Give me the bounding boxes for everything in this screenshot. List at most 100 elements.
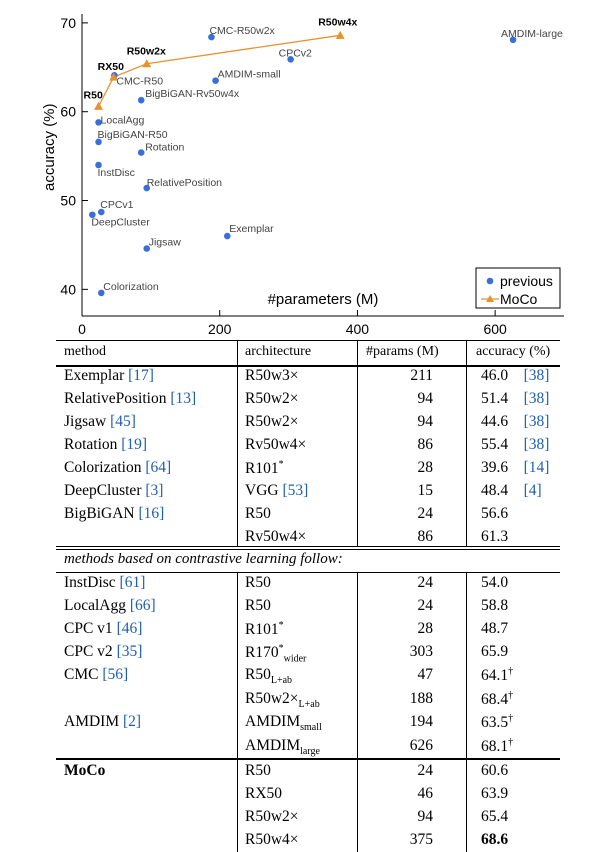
accuracy-citation[interactable]: [38] bbox=[508, 436, 550, 453]
accuracy-dagger: † bbox=[508, 737, 514, 748]
accuracy-value: 68.4 bbox=[481, 691, 509, 709]
architecture-citation[interactable]: [53] bbox=[278, 482, 309, 499]
previous-point-label: AMDIM-large bbox=[501, 28, 563, 40]
accuracy-value: 46.0 bbox=[481, 367, 509, 384]
y-tick-label: 40 bbox=[60, 281, 76, 297]
previous-point-label: CPCv2 bbox=[279, 47, 312, 59]
accuracy-value: 65.4 bbox=[481, 808, 509, 825]
previous-point-label: BigBiGAN-R50 bbox=[98, 129, 168, 141]
method-name: DeepCluster bbox=[64, 482, 142, 499]
architecture-superscript: * bbox=[278, 643, 284, 654]
accuracy-value: 56.6 bbox=[481, 505, 509, 522]
accuracy-citation[interactable]: [38] bbox=[508, 367, 550, 384]
method-citation[interactable]: [2] bbox=[119, 713, 142, 730]
previous-point-label: Jigsaw bbox=[149, 236, 182, 248]
row-params: 188 bbox=[409, 690, 433, 707]
method-citation[interactable]: [45] bbox=[106, 413, 136, 430]
table-header-2: #params (M) bbox=[366, 344, 439, 359]
row-accuracy: 51.4 [38] bbox=[481, 390, 549, 408]
accuracy-value: 51.4 bbox=[481, 390, 509, 407]
row-architecture: R50 bbox=[245, 762, 271, 780]
row-params: 375 bbox=[409, 831, 433, 848]
architecture-name: R50 bbox=[245, 505, 271, 522]
row-accuracy: 63.5† bbox=[481, 713, 513, 732]
legend-previous-label: previous bbox=[500, 273, 553, 289]
method-citation[interactable]: [35] bbox=[112, 643, 143, 660]
previous-point bbox=[95, 138, 102, 146]
architecture-name: RX50 bbox=[245, 785, 283, 802]
previous-point bbox=[287, 56, 294, 63]
row-method: InstDisc [61] bbox=[64, 574, 145, 592]
section-label: methods based on contrastive learning fo… bbox=[64, 551, 343, 567]
row-method: LocalAgg [66] bbox=[64, 597, 156, 615]
method-citation[interactable]: [66] bbox=[125, 597, 156, 614]
method-citation[interactable]: [16] bbox=[134, 505, 165, 522]
architecture-subscript: L+ab bbox=[270, 675, 293, 687]
row-accuracy: 54.0 bbox=[481, 574, 508, 592]
row-method: RelativePosition [13] bbox=[64, 390, 196, 408]
method-citation[interactable]: [3] bbox=[141, 482, 164, 499]
accuracy-value: 63.5 bbox=[481, 714, 509, 732]
accuracy-citation[interactable]: [4] bbox=[508, 482, 542, 499]
x-tick-label: 200 bbox=[208, 321, 232, 337]
architecture-subscript: L+ab bbox=[298, 699, 320, 711]
moco-point-label: R50w2x bbox=[127, 46, 166, 58]
row-accuracy: 48.4 [4] bbox=[481, 482, 542, 500]
legend-previous-marker bbox=[486, 277, 494, 285]
accuracy-value: 48.7 bbox=[481, 620, 509, 637]
method-citation[interactable]: [19] bbox=[117, 436, 148, 453]
previous-point bbox=[137, 96, 145, 104]
row-architecture: R50 bbox=[245, 597, 271, 615]
accuracy-citation[interactable]: [38] bbox=[508, 390, 550, 407]
row-params: 94 bbox=[417, 390, 434, 407]
method-citation[interactable]: [64] bbox=[141, 459, 172, 476]
architecture-name: R50 bbox=[245, 597, 271, 614]
moco-point-label: R50w4x bbox=[318, 16, 357, 28]
architecture-name: R50w4× bbox=[245, 831, 299, 848]
row-accuracy: 61.3 bbox=[481, 528, 508, 546]
architecture-name: Rv50w4× bbox=[245, 528, 307, 545]
row-params: 94 bbox=[417, 808, 434, 825]
method-name: Colorization bbox=[64, 459, 142, 476]
method-citation[interactable]: [61] bbox=[115, 574, 146, 591]
table-top-rule bbox=[56, 340, 560, 341]
previous-point bbox=[89, 211, 96, 219]
x-tick-label: 400 bbox=[346, 321, 370, 337]
column-divider-lower-0 bbox=[237, 572, 238, 852]
row-architecture: R50w4× bbox=[245, 831, 299, 849]
accuracy-value: 60.6 bbox=[481, 762, 509, 779]
x-tick-label: 0 bbox=[78, 321, 86, 337]
architecture-name: AMDIM bbox=[245, 737, 301, 754]
row-params: 46 bbox=[417, 785, 434, 802]
method-name: BigBiGAN bbox=[64, 505, 135, 522]
previous-point bbox=[137, 149, 145, 156]
method-name: AMDIM bbox=[64, 713, 120, 730]
row-architecture: RX50 bbox=[245, 785, 282, 803]
row-accuracy: 65.4 bbox=[481, 808, 508, 826]
row-method: CPC v1 [46] bbox=[64, 620, 142, 638]
method-citation[interactable]: [56] bbox=[98, 666, 129, 683]
scatter-chart: 40 50 60 70 0 200 400 600 #parameters (M) accurac… bbox=[41, 14, 564, 337]
row-params: 86 bbox=[417, 436, 434, 453]
method-citation[interactable]: [46] bbox=[112, 620, 143, 637]
row-method: MoCo bbox=[64, 762, 105, 780]
accuracy-citation[interactable]: [38] bbox=[508, 413, 550, 430]
row-accuracy: 68.6 bbox=[481, 831, 508, 849]
accuracy-citation[interactable]: [14] bbox=[508, 459, 550, 476]
architecture-name: R50 bbox=[245, 762, 271, 779]
moco-rule bbox=[56, 758, 560, 760]
row-architecture: R50 bbox=[245, 574, 271, 592]
architecture-name: R101 bbox=[245, 460, 279, 478]
architecture-name: R50w2× bbox=[245, 390, 299, 407]
y-tick-label: 50 bbox=[60, 193, 76, 209]
row-architecture: R50w2× bbox=[245, 390, 299, 408]
row-params: 626 bbox=[409, 737, 433, 754]
row-architecture: R50w2× bbox=[245, 808, 299, 826]
column-divider-lower-1 bbox=[357, 572, 358, 852]
row-params: 194 bbox=[409, 713, 433, 730]
previous-point-label: CPCv1 bbox=[100, 199, 133, 211]
accuracy-value: 68.6 bbox=[481, 831, 509, 848]
method-citation[interactable]: [13] bbox=[166, 390, 197, 407]
architecture-superscript: * bbox=[278, 620, 284, 631]
method-citation[interactable]: [17] bbox=[124, 367, 154, 384]
